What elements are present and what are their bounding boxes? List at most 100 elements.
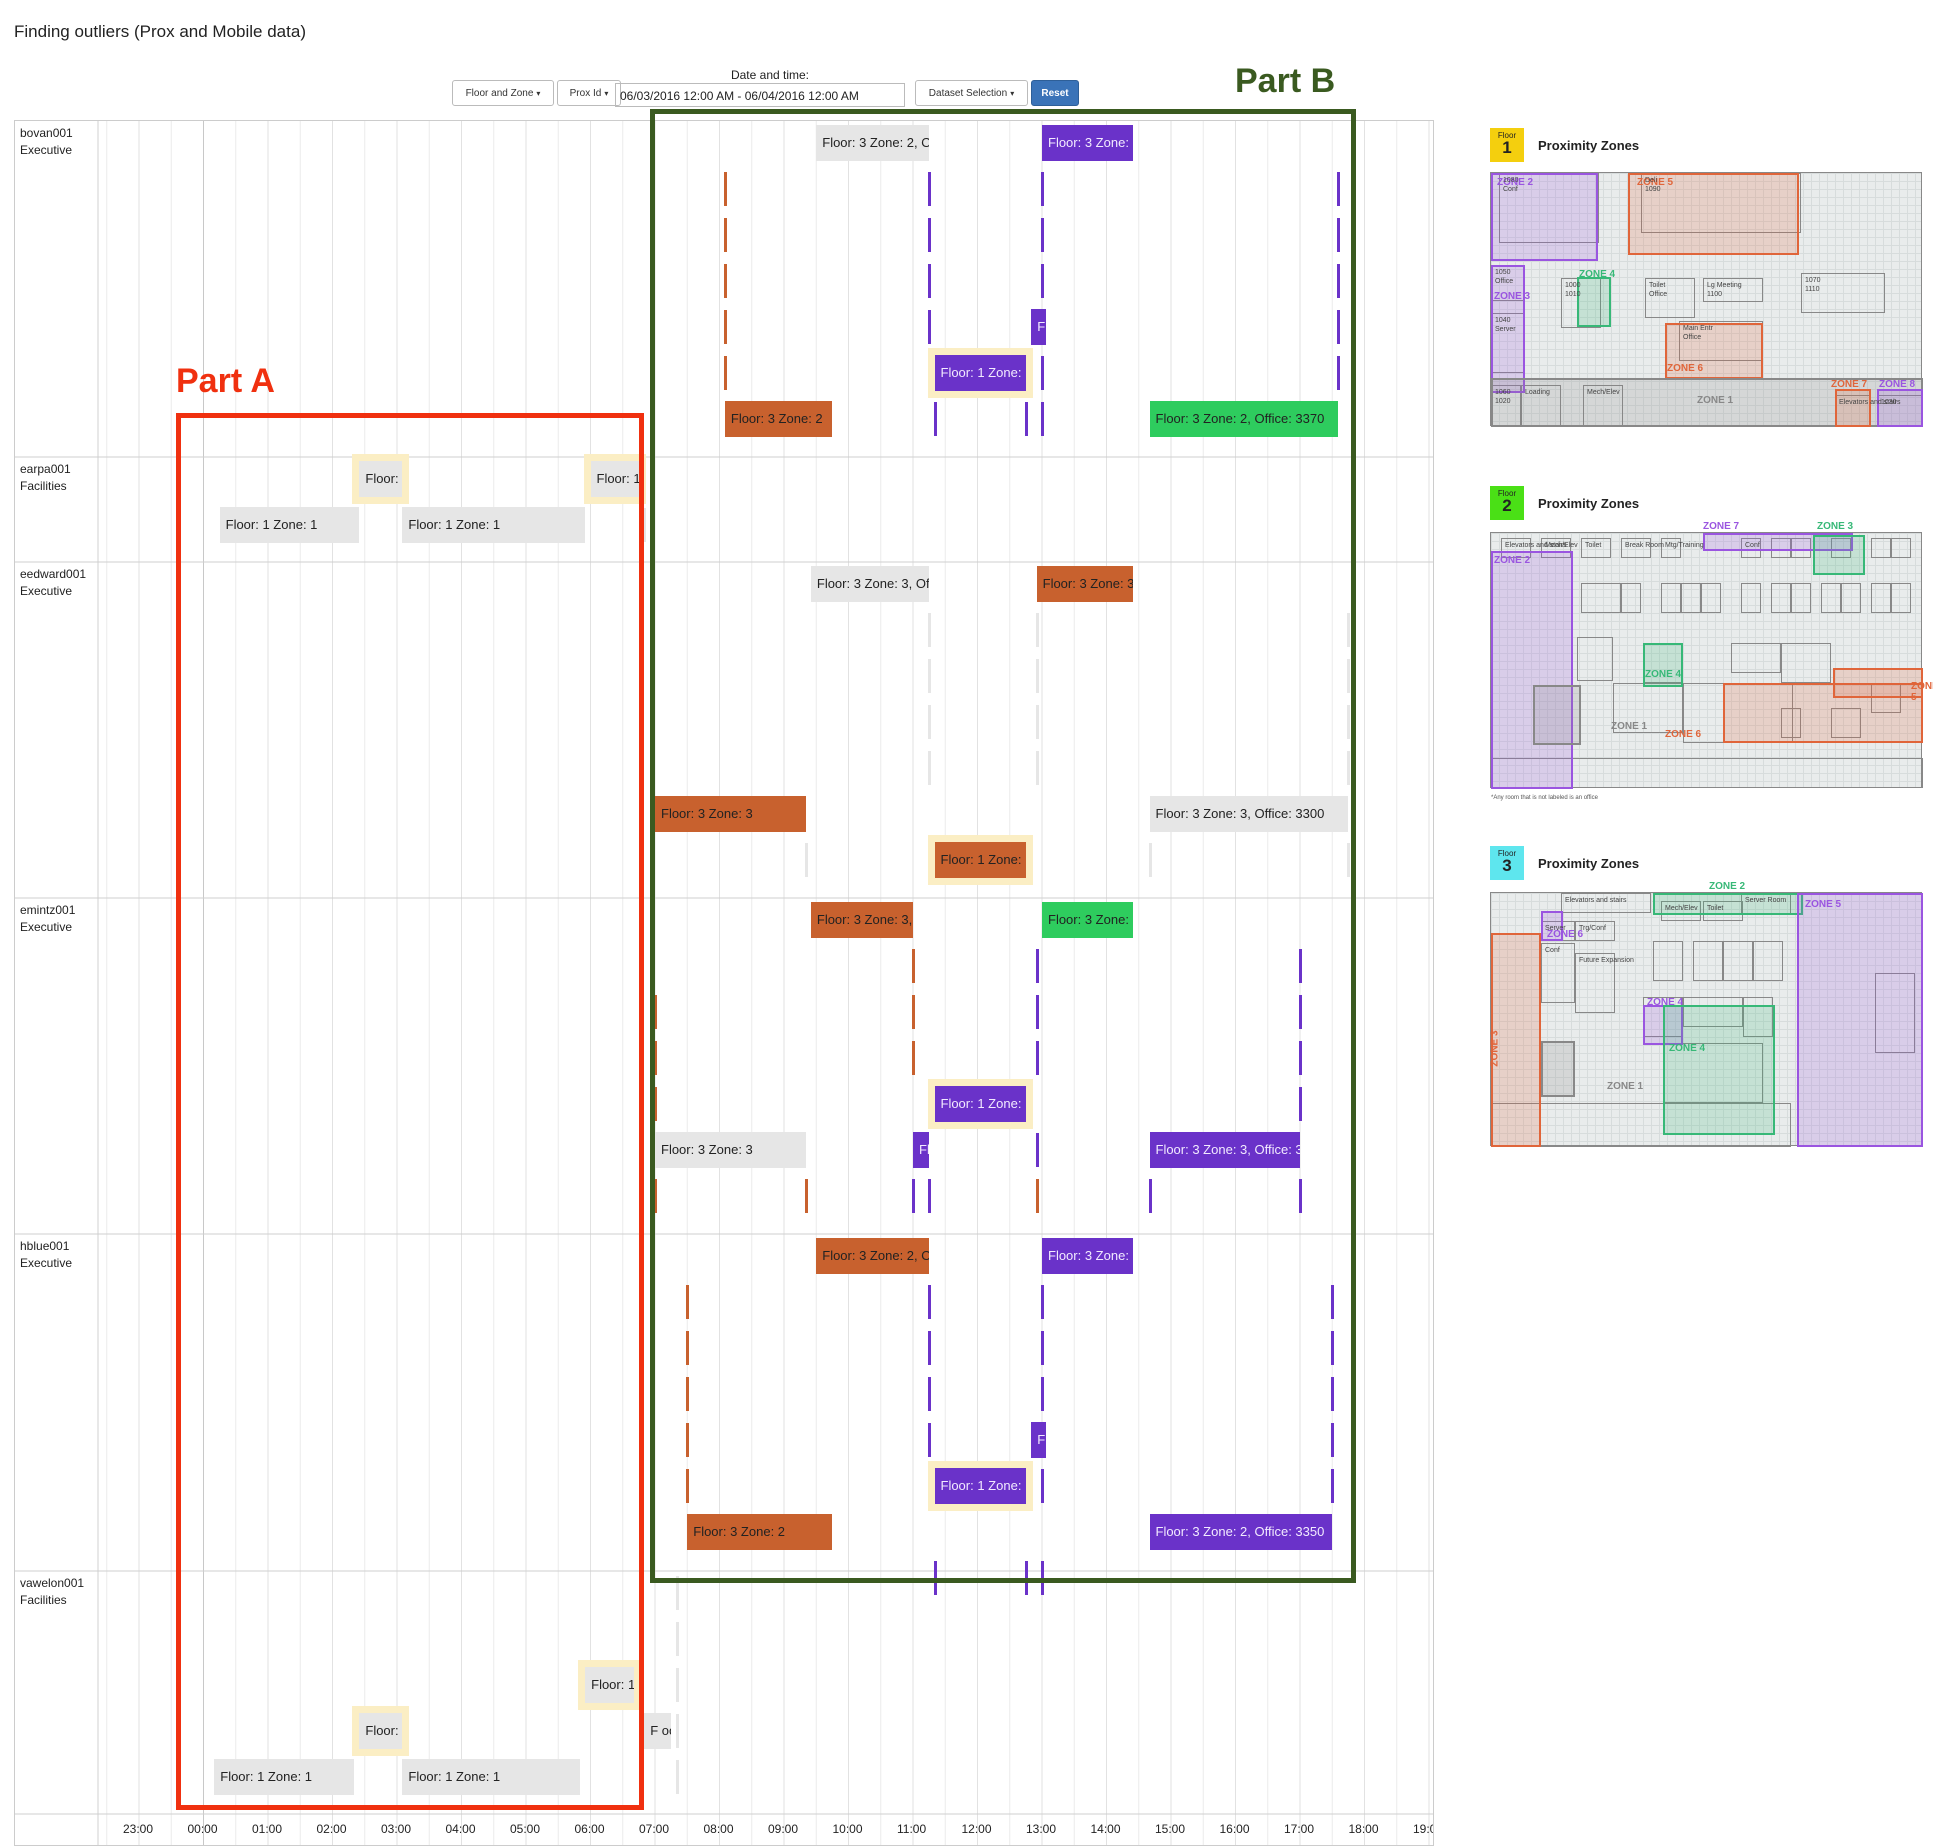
timeline-marker[interactable] [1041, 172, 1044, 206]
timeline-event[interactable]: Floor: 3 Zone: 3 [655, 796, 806, 832]
dataset-selection-dropdown[interactable]: Dataset Selection ▾ [915, 80, 1028, 106]
timeline-marker[interactable] [928, 1331, 932, 1365]
timeline-marker[interactable] [686, 1377, 690, 1411]
timeline-marker[interactable] [675, 1576, 679, 1610]
reset-button[interactable]: Reset [1031, 80, 1079, 106]
timeline-event[interactable]: Floor: 3 Zone: 2, O [816, 125, 930, 161]
timeline-marker[interactable] [1041, 218, 1044, 252]
timeline-marker[interactable] [1299, 1087, 1302, 1121]
timeline-marker[interactable] [1331, 1423, 1335, 1457]
timeline-marker[interactable] [686, 1331, 690, 1365]
timeline-marker[interactable] [686, 1285, 690, 1319]
timeline-event[interactable]: Floor: 1 Zone: 1 [402, 1759, 580, 1795]
timeline-marker[interactable] [1347, 659, 1351, 693]
timeline-marker[interactable] [723, 310, 727, 344]
timeline-marker[interactable] [1299, 995, 1302, 1029]
timeline-marker[interactable] [723, 264, 727, 298]
timeline-marker[interactable] [686, 1423, 690, 1457]
timeline-marker[interactable] [1336, 264, 1340, 298]
timeline-marker[interactable] [1148, 843, 1152, 877]
timeline-event[interactable]: Floor: 1 Zone: [927, 835, 1033, 885]
timeline-marker[interactable] [1035, 751, 1039, 785]
timeline-event[interactable]: Floor: 3 Zone: [1042, 125, 1134, 161]
timeline-marker[interactable] [804, 843, 808, 877]
timeline-marker[interactable] [804, 1179, 808, 1213]
timeline-marker[interactable] [1035, 1041, 1039, 1075]
timeline-event[interactable]: Floor: 1 Zone: [927, 348, 1033, 398]
date-range-input[interactable]: 06/03/2016 12:00 AM - 06/04/2016 12:00 A… [615, 83, 905, 107]
timeline-marker[interactable] [1035, 705, 1039, 739]
timeline-marker[interactable] [1336, 218, 1340, 252]
timeline-marker[interactable] [1035, 995, 1039, 1029]
timeline-marker[interactable] [1299, 1179, 1302, 1213]
timeline-marker[interactable] [1331, 1469, 1335, 1503]
timeline-marker[interactable] [928, 264, 932, 298]
timeline-marker[interactable] [654, 1041, 657, 1075]
timeline-marker[interactable] [654, 1087, 657, 1121]
timeline-marker[interactable] [928, 1377, 932, 1411]
timeline-event[interactable]: Floor: 3 Zone: 2, Office: 3370 [1149, 401, 1338, 437]
timeline-marker[interactable] [1041, 1377, 1044, 1411]
timeline-marker[interactable] [686, 1469, 690, 1503]
timeline-marker[interactable] [928, 310, 932, 344]
timeline-marker[interactable] [1299, 949, 1302, 983]
timeline-marker[interactable] [1041, 264, 1044, 298]
timeline-marker[interactable] [1347, 705, 1351, 739]
timeline-event[interactable]: Floor: 1 Zone: 1 [214, 1759, 354, 1795]
timeline-marker[interactable] [723, 356, 727, 390]
timeline-marker[interactable] [1347, 843, 1351, 877]
timeline-marker[interactable] [654, 995, 657, 1029]
timeline-marker[interactable] [1336, 172, 1340, 206]
timeline-marker[interactable] [675, 1622, 679, 1656]
timeline-marker[interactable] [1331, 1377, 1335, 1411]
timeline-marker[interactable] [928, 1285, 932, 1319]
timeline-marker[interactable] [928, 751, 932, 785]
prox-id-dropdown[interactable]: Prox Id ▾ [557, 80, 621, 106]
timeline-marker[interactable] [723, 218, 727, 252]
timeline-marker[interactable] [675, 1760, 679, 1794]
timeline-marker[interactable] [1299, 1041, 1302, 1075]
timeline-marker[interactable] [928, 705, 932, 739]
timeline-marker[interactable] [1331, 1285, 1335, 1319]
timeline-event[interactable]: F [1031, 1422, 1047, 1458]
timeline-event[interactable]: Floor: 3 Zone: 2, Office: 3350 [1149, 1514, 1333, 1550]
timeline-marker[interactable] [643, 508, 647, 542]
timeline-marker[interactable] [1035, 659, 1039, 693]
timeline-marker[interactable] [928, 659, 932, 693]
timeline-event[interactable]: Floor: 1 Zone: 1 [219, 507, 360, 543]
timeline-marker[interactable] [1024, 402, 1028, 436]
timeline-event[interactable]: Floor: 1 Zone: [927, 1079, 1033, 1129]
timeline-marker[interactable] [1347, 613, 1351, 647]
timeline-marker[interactable] [654, 1179, 657, 1213]
timeline-marker[interactable] [1035, 1133, 1039, 1167]
timeline-event[interactable]: Floor: 3 Zone: [1042, 1238, 1134, 1274]
timeline-event[interactable]: Floor: 3 Zone: 3, Of [810, 566, 930, 602]
timeline-marker[interactable] [723, 172, 727, 206]
timeline-marker[interactable] [1035, 613, 1039, 647]
timeline-marker[interactable] [912, 949, 915, 983]
timeline-event[interactable]: Floor: [352, 1706, 410, 1756]
timeline-event[interactable]: Floor: 3 Zone: 3 [1042, 902, 1134, 938]
timeline-marker[interactable] [1035, 1179, 1039, 1213]
timeline-marker[interactable] [912, 995, 915, 1029]
timeline-event[interactable]: Floor: 3 Zone: 2 [687, 1514, 833, 1550]
timeline-event[interactable]: Fl [913, 1132, 930, 1168]
timeline-event[interactable]: Floor: 1 Zone: 1 [402, 507, 586, 543]
timeline-event[interactable]: F [1031, 309, 1047, 345]
timeline-marker[interactable] [1148, 1179, 1152, 1213]
timeline-marker[interactable] [1041, 1469, 1044, 1503]
timeline-marker[interactable] [928, 218, 932, 252]
timeline-marker[interactable] [912, 1179, 915, 1213]
timeline-event[interactable]: Floor: 3 Zone: 3, [810, 902, 913, 938]
timeline-marker[interactable] [1336, 356, 1340, 390]
timeline-event[interactable]: Floor: [352, 454, 410, 504]
timeline-marker[interactable] [912, 1041, 915, 1075]
timeline-marker[interactable] [675, 1668, 679, 1702]
timeline-marker[interactable] [928, 613, 932, 647]
timeline-event[interactable]: Floor: 1 Zone: [927, 1461, 1033, 1511]
timeline-event[interactable]: Floor: 3 Zone: 3, Office: 3300 [1149, 796, 1349, 832]
timeline-marker[interactable] [928, 172, 932, 206]
timeline-marker[interactable] [1041, 402, 1044, 436]
timeline-marker[interactable] [1041, 356, 1044, 390]
timeline-event[interactable]: Floor: 3 Zone: 2, O [816, 1238, 930, 1274]
